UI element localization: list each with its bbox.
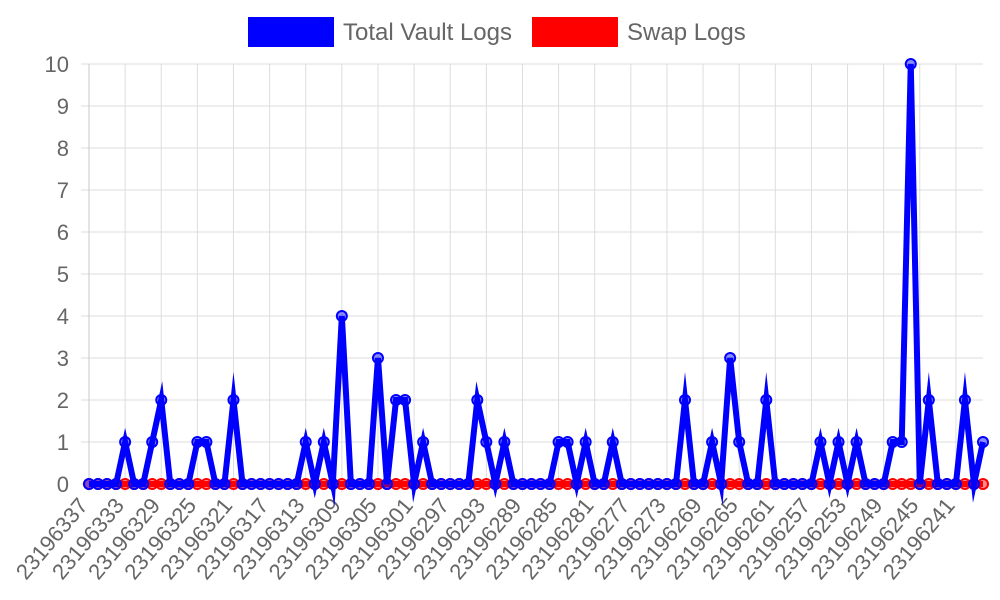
data-point [543, 478, 556, 490]
data-point [922, 394, 935, 406]
data-point [967, 478, 980, 490]
data-point [371, 352, 384, 364]
y-tick-label: 0 [57, 472, 69, 497]
data-point [308, 478, 321, 490]
data-point [218, 478, 231, 490]
data-point [606, 436, 619, 448]
legend-label: Total Vault Logs [343, 19, 512, 46]
y-tick-label: 1 [57, 430, 69, 455]
data-point [471, 394, 484, 406]
legend-item[interactable]: Swap Logs [532, 17, 746, 47]
data-point [489, 478, 502, 490]
data-point [335, 310, 348, 322]
data-point [913, 478, 926, 490]
data-point [290, 478, 303, 490]
axes: 0123456789102319633723196333231963292319… [11, 52, 983, 584]
data-point [137, 478, 150, 490]
data-point [381, 478, 393, 490]
data-point [155, 394, 168, 406]
data-point [462, 478, 475, 490]
legend-item[interactable]: Total Vault Logs [248, 17, 512, 47]
series-0 [83, 58, 989, 507]
data-point [561, 436, 574, 448]
grid [81, 63, 983, 492]
data-point [399, 394, 412, 406]
data-point [679, 394, 691, 406]
data-point [895, 436, 908, 448]
data-point [362, 478, 375, 490]
data-point [733, 436, 746, 448]
data-point [200, 436, 213, 448]
data-point [877, 478, 890, 490]
data-point [814, 436, 827, 448]
legend[interactable]: Total Vault Logs Swap Logs [248, 17, 746, 47]
data-point [841, 478, 854, 490]
data-point [579, 436, 592, 448]
data-point [408, 478, 421, 490]
y-tick-label: 4 [57, 304, 69, 329]
y-tick-label: 6 [57, 220, 69, 245]
y-tick-label: 2 [57, 388, 69, 413]
data-point [669, 478, 682, 490]
data-point [751, 478, 764, 490]
data-point [146, 436, 159, 448]
data-point [317, 436, 330, 448]
data-point [805, 478, 818, 490]
y-tick-label: 3 [57, 346, 69, 371]
data-point [299, 436, 312, 448]
series-layer [83, 58, 989, 507]
y-tick-label: 7 [57, 178, 69, 203]
data-point [110, 478, 123, 490]
data-point [326, 478, 339, 490]
y-tick-label: 9 [57, 94, 69, 119]
data-point [119, 436, 132, 448]
legend-swatch [248, 17, 334, 47]
data-point [597, 478, 610, 490]
data-point [760, 394, 773, 406]
data-point [850, 436, 863, 448]
legend-swatch [532, 17, 618, 47]
legend-label: Swap Logs [627, 19, 746, 46]
data-point [697, 478, 710, 490]
data-point [724, 352, 737, 364]
data-point [570, 478, 583, 490]
data-point [417, 436, 430, 448]
data-point [715, 478, 728, 490]
data-point [182, 478, 195, 490]
data-point [480, 436, 493, 448]
y-tick-label: 8 [57, 136, 69, 161]
data-point [949, 478, 962, 490]
data-point [977, 436, 989, 448]
data-point [958, 394, 971, 406]
data-point [823, 478, 836, 490]
data-point [227, 394, 240, 406]
data-point [832, 436, 845, 448]
data-point [904, 58, 917, 70]
y-tick-label: 5 [57, 262, 69, 287]
data-point [706, 436, 719, 448]
y-tick-label: 10 [45, 52, 69, 77]
data-point [498, 436, 511, 448]
